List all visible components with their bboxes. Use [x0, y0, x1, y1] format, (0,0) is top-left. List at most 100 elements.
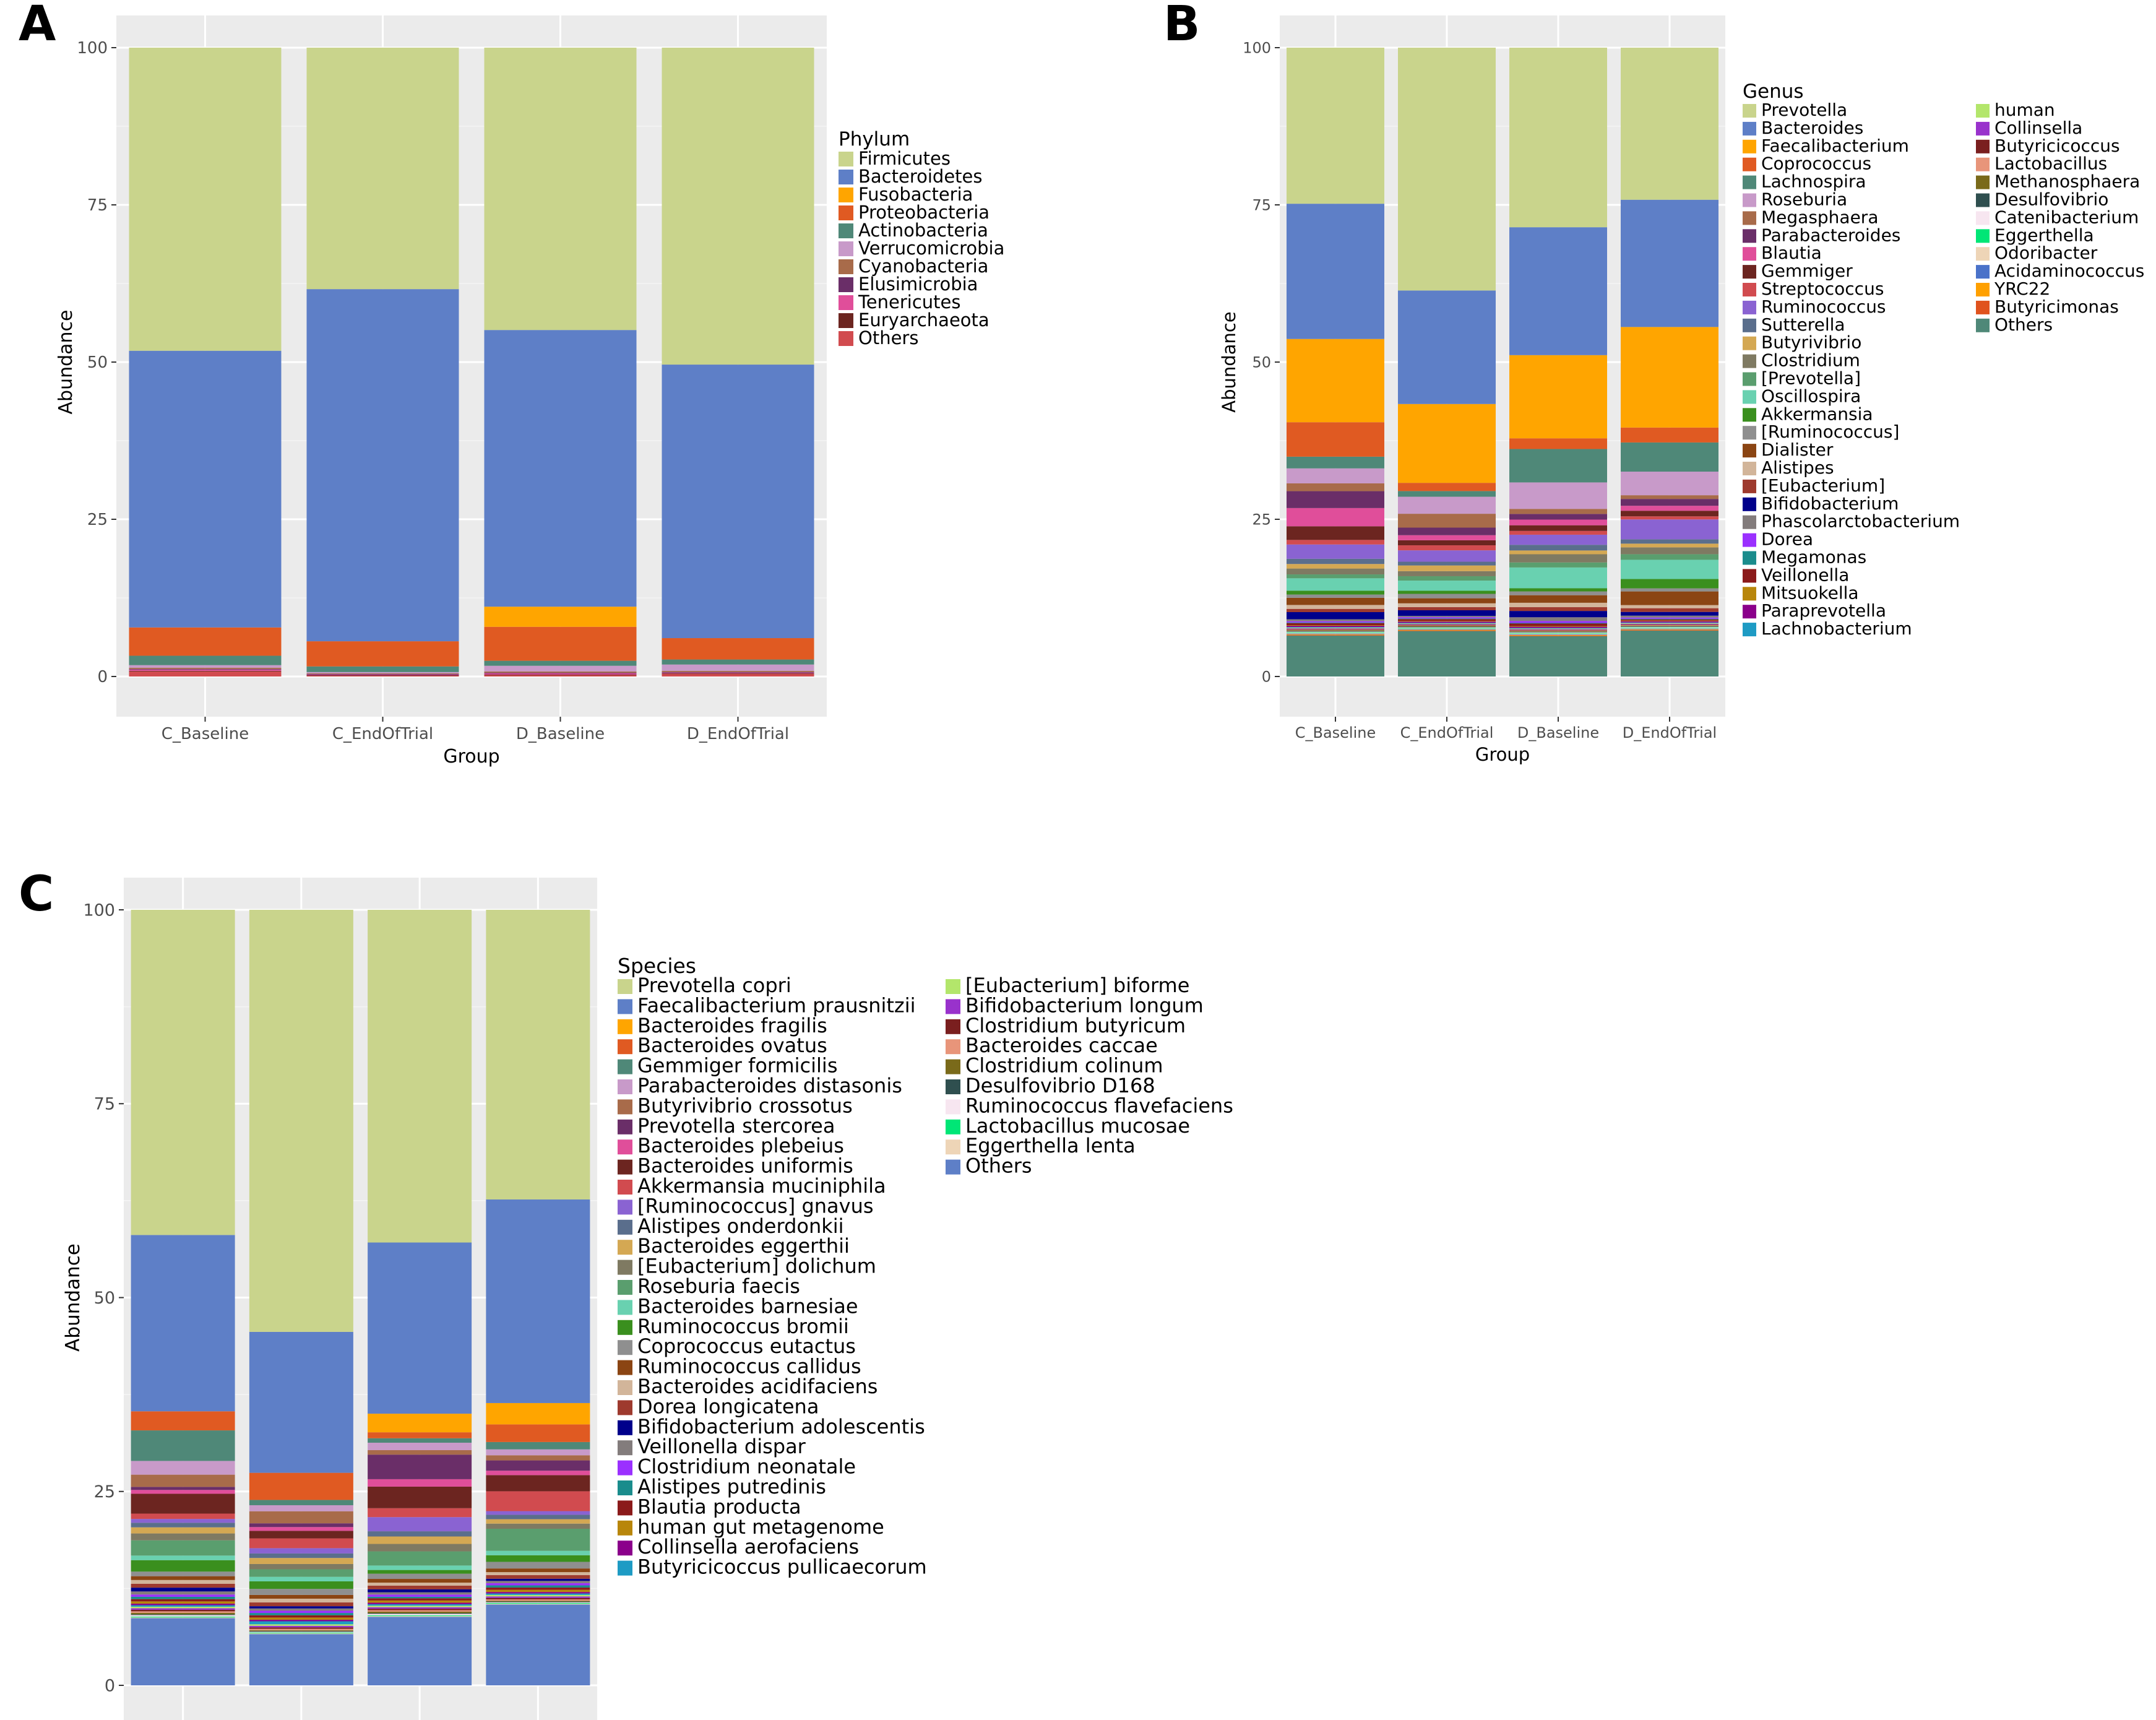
bar-segment [131, 1490, 235, 1494]
bar-segment [1621, 629, 1718, 630]
y-tick-label: 100 [1243, 39, 1271, 56]
legend-swatch [618, 1059, 632, 1074]
legend-swatch [1743, 283, 1756, 296]
bar-segment [1509, 631, 1607, 632]
bar-segment [129, 350, 282, 628]
x-tick-label: D_Baseline [516, 725, 605, 743]
legend-swatch [1976, 265, 1990, 279]
bar-segment [1621, 495, 1718, 499]
legend-label: Verrucomicrobia [858, 238, 1004, 259]
legend-label: Bifidobacterium adolescentis [637, 1415, 925, 1438]
y-tick-label: 100 [83, 901, 115, 920]
legend-label: [Eubacterium] [1761, 475, 1885, 496]
bar-segment [1509, 626, 1607, 627]
bar-segment [662, 638, 814, 660]
legend-label: Blautia [1761, 243, 1822, 263]
legend-label: Prevotella copri [637, 974, 791, 997]
bar-segment [486, 1583, 590, 1586]
bar-segment [1398, 631, 1496, 676]
legend-title: Species [618, 954, 696, 978]
bar-segment [131, 1605, 235, 1607]
bar-segment [368, 1596, 472, 1599]
x-tick-label: C_Baseline [162, 725, 249, 743]
bar-segment [1398, 581, 1496, 591]
legend-label: Dorea [1761, 529, 1813, 550]
bar-segment [486, 1589, 590, 1593]
bar-segment [368, 1598, 472, 1601]
legend-label: Coprococcus eutactus [637, 1334, 856, 1358]
bar-segment [131, 1540, 235, 1556]
bar-segment [1621, 591, 1718, 605]
legend-swatch [1743, 390, 1756, 404]
bar-segment [131, 1608, 235, 1610]
legend-swatch [618, 1460, 632, 1476]
legend-label: Akkermansia [1761, 404, 1873, 424]
bar-segment [484, 330, 637, 607]
bar-segment [1621, 506, 1718, 511]
legend-swatch [1976, 247, 1990, 261]
legend-swatch [1743, 121, 1756, 136]
legend-swatch [1743, 426, 1756, 440]
bar-segment [368, 1610, 472, 1612]
legend-swatch [946, 1079, 960, 1094]
bar-segment [1398, 621, 1496, 623]
legend-swatch [618, 1480, 632, 1495]
bar-segment [131, 1461, 235, 1475]
bar-segment [1621, 623, 1718, 624]
legend-swatch [1743, 229, 1756, 243]
bar-segment [1287, 568, 1384, 575]
bar-segment [368, 1517, 472, 1532]
legend-label: YRC22 [1994, 279, 2050, 299]
legend-label: Cyanobacteria [858, 256, 988, 277]
bar-segment [306, 48, 459, 290]
bar-segment [486, 1596, 590, 1598]
bar-segment [249, 1553, 353, 1558]
bar-segment [1287, 626, 1384, 628]
legend-label: Bacteroides uniformis [637, 1154, 853, 1178]
legend-swatch [839, 313, 853, 328]
x-tick-label: C_EndOfTrial [332, 725, 433, 743]
legend-swatch [946, 1139, 960, 1155]
legend-label: Alistipes putredinis [637, 1475, 826, 1498]
bar-segment [131, 1493, 235, 1514]
bar-segment [1509, 449, 1607, 483]
bar-segment [249, 1331, 353, 1473]
legend-swatch [618, 1119, 632, 1134]
bar-segment [249, 1628, 353, 1631]
bar-segment [249, 1625, 353, 1628]
bar-segment [131, 1571, 235, 1576]
legend-swatch [1976, 318, 1990, 332]
y-tick-label: 0 [105, 1676, 115, 1695]
bar-segment [368, 1602, 472, 1604]
bar-segment [1509, 602, 1607, 608]
bar-segment [368, 1432, 472, 1438]
bar-segment [368, 1414, 472, 1433]
bar-segment [249, 1472, 353, 1500]
bar-segment [1287, 508, 1384, 527]
legend-swatch [1743, 318, 1756, 332]
y-tick-label: 25 [1252, 511, 1271, 528]
legend-title: Genus [1743, 80, 1804, 103]
bar-segment [1287, 634, 1384, 636]
bar-segment [1287, 491, 1384, 508]
bar-segment [486, 1602, 590, 1604]
legend-label: Lactobacillus [1994, 153, 2107, 174]
bar-segment [1621, 617, 1718, 619]
bar-segment [368, 1615, 472, 1617]
bar-segment [249, 1548, 353, 1554]
bar-segment [249, 1563, 353, 1570]
bar-segment [1621, 442, 1718, 472]
legend-swatch [839, 170, 853, 184]
bar-segment [1509, 631, 1607, 633]
bar-segment [1287, 48, 1384, 204]
legend-label: Desulfovibrio D168 [965, 1074, 1155, 1097]
bar-segment [1509, 355, 1607, 439]
legend-label: [Eubacterium] dolichum [637, 1255, 876, 1278]
bar-segment [1287, 558, 1384, 564]
legend-label: Coprococcus [1761, 153, 1871, 174]
bar-segment [1398, 624, 1496, 626]
y-axis-label: Abundance [62, 1243, 84, 1352]
bar-segment [1621, 579, 1718, 589]
bar-segment [1509, 629, 1607, 631]
legend-label: Akkermansia muciniphila [637, 1174, 886, 1198]
